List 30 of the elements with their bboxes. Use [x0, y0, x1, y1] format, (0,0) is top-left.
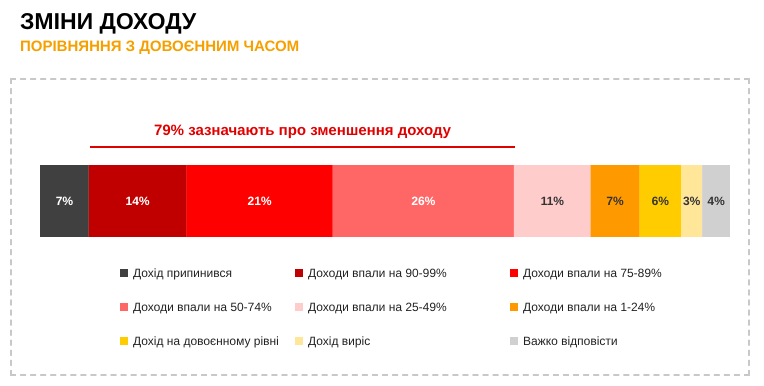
text: 79% зазначають про зменшення доходу	[153, 122, 452, 139]
bar	[639, 165, 682, 237]
data-label: 4%	[707, 194, 726, 208]
data-label: 11%	[540, 194, 564, 208]
legend-label: Дохід на довоєнному рівні	[133, 334, 279, 348]
bar	[40, 165, 89, 237]
bar	[88, 165, 186, 237]
legend-label: Доходи впали на 75-89%	[523, 266, 662, 280]
data-label: 26%	[411, 194, 436, 208]
bar	[514, 165, 591, 237]
chart-title: ЗМІНИ ДОХОДУ	[20, 8, 196, 35]
data-label: 6%	[652, 194, 670, 208]
bar	[681, 165, 702, 237]
data-label: 21%	[248, 194, 272, 208]
bar	[332, 165, 514, 237]
data-label: 14%	[126, 194, 150, 208]
data-label: 7%	[56, 194, 74, 208]
chart-subtitle: ПОРІВНЯННЯ З ДОВОЄННИМ ЧАСОМ	[20, 38, 300, 55]
legend-label: Доходи впали на 25-49%	[308, 300, 448, 314]
data-label: 7%	[606, 194, 624, 208]
legend-label: Доходи впали на 1-24%	[523, 300, 656, 314]
bar	[186, 165, 333, 237]
data-label: 3%	[682, 194, 701, 208]
legend-label: Доходи впали на 50-74%	[133, 300, 272, 314]
bar	[590, 165, 640, 237]
legend-label: Важко відповісти	[523, 334, 618, 348]
legend-label: Доходи впали на 90-99%	[308, 266, 448, 280]
legend-label: Дохід виріс	[308, 334, 370, 348]
legend-label: Дохід припинився	[133, 266, 232, 280]
bar	[702, 165, 730, 237]
